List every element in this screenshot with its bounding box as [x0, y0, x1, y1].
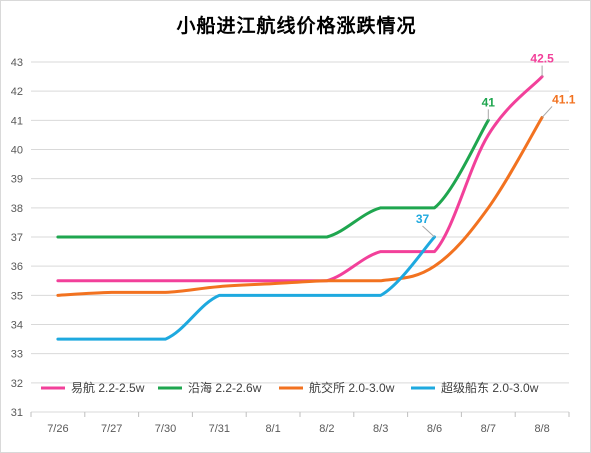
series-line — [56, 235, 436, 341]
y-tick-label: 40 — [11, 145, 23, 157]
series-line — [56, 115, 544, 297]
x-tick-label: 8/7 — [481, 423, 496, 435]
data-label: 42.5 — [530, 52, 554, 66]
legend-label: 易航 2.2-2.5w — [71, 380, 145, 395]
x-tick-label: 7/26 — [47, 423, 68, 435]
y-tick-label: 41 — [11, 115, 23, 127]
y-tick-label: 38 — [11, 203, 23, 215]
y-tick-label: 37 — [11, 232, 23, 244]
y-tick-label: 33 — [11, 349, 23, 361]
series-line — [56, 118, 490, 239]
x-tick-label: 7/30 — [155, 423, 176, 435]
x-tick-label: 8/8 — [534, 423, 549, 435]
y-tick-label: 32 — [11, 378, 23, 390]
data-label: 37 — [416, 212, 430, 226]
y-tick-label: 31 — [11, 407, 23, 419]
x-tick-label: 8/3 — [373, 423, 388, 435]
y-tick-label: 39 — [11, 174, 23, 186]
legend-label: 航交所 2.0-3.0w — [309, 380, 395, 395]
y-tick-label: 35 — [11, 290, 23, 302]
x-tick-label: 7/31 — [209, 423, 230, 435]
data-label-leader — [541, 106, 553, 118]
legend-label: 超级船东 2.0-3.0w — [441, 380, 539, 395]
x-tick-label: 8/1 — [265, 423, 280, 435]
x-tick-label: 7/27 — [101, 423, 122, 435]
y-tick-label: 34 — [11, 320, 23, 332]
data-label: 41.1 — [552, 92, 576, 106]
data-label-leader — [422, 225, 435, 238]
y-tick-label: 42 — [11, 86, 23, 98]
x-tick-label: 8/6 — [427, 423, 442, 435]
y-tick-label: 43 — [11, 57, 23, 69]
y-tick-label: 36 — [11, 261, 23, 273]
x-tick-label: 8/2 — [319, 423, 334, 435]
legend-label: 沿海 2.2-2.6w — [188, 380, 262, 395]
chart-title: 小船进江航线价格涨跌情况 — [176, 16, 417, 37]
data-label: 41 — [482, 95, 496, 109]
